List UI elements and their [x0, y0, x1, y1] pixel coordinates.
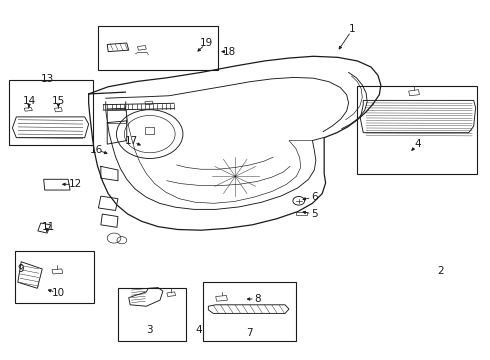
Bar	[98, 26, 218, 69]
Text: 5: 5	[311, 209, 318, 219]
Text: 8: 8	[254, 294, 261, 304]
Text: 4: 4	[415, 139, 421, 149]
Bar	[203, 282, 296, 341]
Text: 10: 10	[52, 288, 65, 298]
Text: 6: 6	[311, 192, 318, 202]
Text: 11: 11	[42, 222, 55, 231]
Text: 13: 13	[41, 74, 54, 84]
Text: 19: 19	[200, 38, 214, 48]
Bar	[9, 80, 93, 145]
Text: 2: 2	[437, 266, 444, 276]
Bar	[146, 127, 154, 134]
Bar	[107, 110, 126, 123]
Text: 14: 14	[23, 96, 36, 106]
Text: 18: 18	[223, 46, 236, 57]
Bar	[296, 212, 307, 215]
Text: 15: 15	[52, 96, 65, 106]
Text: 3: 3	[147, 325, 153, 335]
Text: 4: 4	[196, 325, 202, 335]
Text: 1: 1	[349, 24, 356, 35]
Text: 12: 12	[68, 179, 82, 189]
Text: 16: 16	[89, 144, 102, 154]
Bar	[357, 86, 477, 174]
Bar	[118, 288, 186, 341]
Text: 17: 17	[125, 136, 138, 146]
Text: 9: 9	[17, 264, 24, 274]
Bar	[15, 251, 94, 303]
Text: 7: 7	[246, 328, 253, 338]
